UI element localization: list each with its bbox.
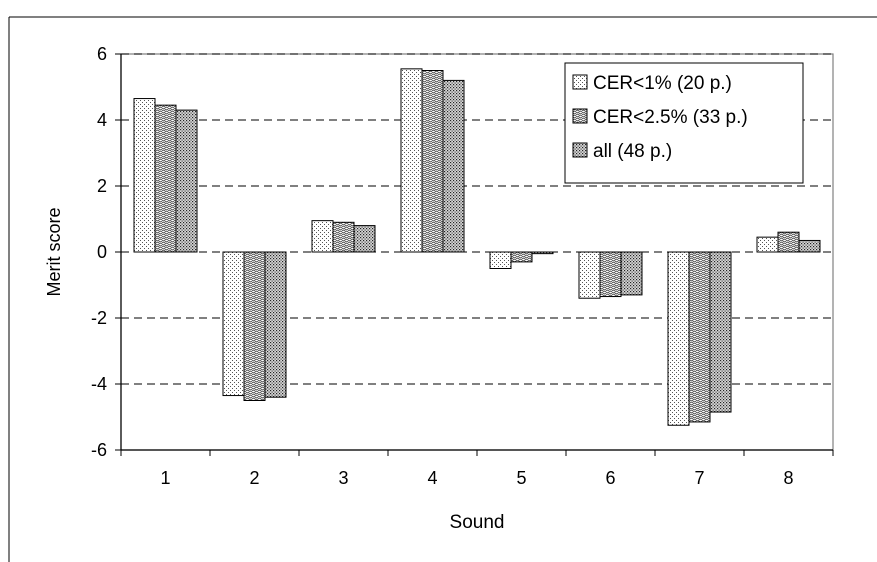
x-tick-label: 3 [338,468,348,488]
y-tick-label: -6 [91,440,107,460]
x-tick-label: 7 [694,468,704,488]
bar-series-1-sound-4 [400,68,423,253]
bar-series-3-sound-5 [531,251,554,255]
x-tick-label: 4 [427,468,437,488]
bar-series-1-sound-1 [133,98,156,253]
y-axis-title: Merit score [44,207,64,296]
bar-series-2-sound-3 [332,221,355,253]
bar-series-2-sound-7 [688,251,711,423]
bar-series-3-sound-1 [175,109,198,253]
bar-series-2-sound-5 [510,251,533,263]
legend-label-1: CER<1% (20 p.) [593,73,732,94]
y-tick-label: 0 [97,242,107,262]
bar-series-2-sound-4 [421,70,444,253]
y-tick-label: -4 [91,374,107,394]
legend-swatch-3 [572,142,588,158]
x-tick-label: 8 [783,468,793,488]
bars [133,68,821,426]
legend-swatch-2 [572,108,588,124]
bar-series-2-sound-6 [599,251,622,298]
bar-series-1-sound-5 [489,251,512,269]
bar-series-2-sound-2 [243,251,266,401]
legend-label-2: CER<2.5% (33 p.) [593,107,748,128]
legend: CER<1% (20 p.) CER<2.5% (33 p.) all (48 p.… [564,62,804,184]
bar-series-1-sound-6 [578,251,601,299]
bar-series-3-sound-3 [353,225,376,253]
bar-series-3-sound-4 [442,79,465,253]
y-tick-label: 4 [97,110,107,130]
x-tick-label: 5 [516,468,526,488]
bar-series-2-sound-8 [777,231,800,253]
y-tick-label: 6 [97,44,107,64]
bar-series-1-sound-2 [222,251,245,397]
axes [115,53,834,456]
bar-series-1-sound-7 [667,251,690,426]
x-tick-label: 1 [160,468,170,488]
legend-label-3: all (48 p.) [593,141,672,162]
legend-swatch-1 [572,74,588,90]
bar-series-1-sound-3 [311,220,334,253]
bar-series-3-sound-6 [620,251,643,296]
y-tick-label: -2 [91,308,107,328]
bar-series-2-sound-1 [154,104,177,253]
bar-series-3-sound-8 [798,239,821,253]
bar-series-3-sound-2 [264,251,287,398]
y-tick-label: 2 [97,176,107,196]
x-tick-labels: 1 2 3 4 5 6 7 8 [160,468,793,488]
y-tick-labels: -6 -4 -2 0 2 4 6 [91,44,107,460]
x-axis-title: Sound [450,512,505,533]
x-tick-label: 6 [605,468,615,488]
x-tick-label: 2 [249,468,259,488]
bar-series-1-sound-8 [756,236,779,253]
legend-box [564,62,804,184]
bar-series-3-sound-7 [709,251,732,413]
